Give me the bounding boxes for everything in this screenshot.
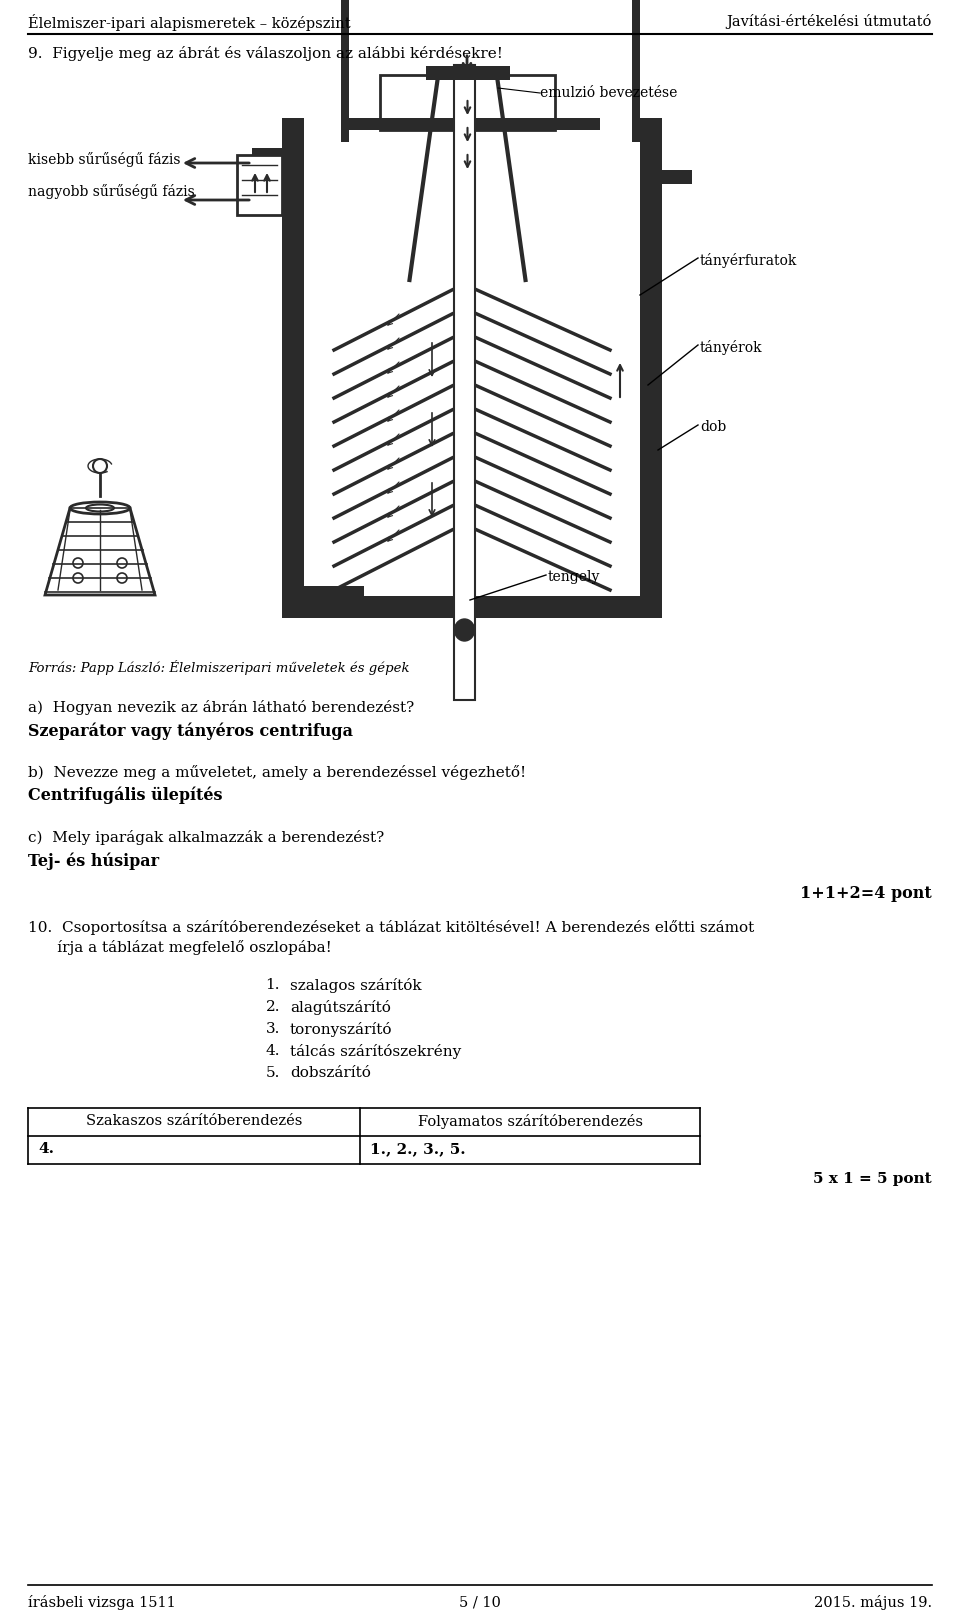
Text: kisebb sűrűségű fázis: kisebb sűrűségű fázis	[28, 152, 180, 167]
Bar	[282, 595, 662, 618]
Text: nagyobb sűrűségű fázis: nagyobb sűrűségű fázis	[28, 183, 195, 200]
Text: írásbeli vizsga 1511: írásbeli vizsga 1511	[28, 1594, 176, 1611]
Text: szalagos szárítók: szalagos szárítók	[290, 978, 421, 993]
Bar	[237, 156, 282, 216]
Text: 1+1+2=4 pont: 1+1+2=4 pont	[801, 886, 932, 902]
Text: 2015. május 19.: 2015. május 19.	[814, 1594, 932, 1611]
Text: 2.: 2.	[266, 1001, 280, 1014]
Text: 10.  Csoportosítsa a szárítóberendezéseket a táblázat kitöltésével! A berendezés: 10. Csoportosítsa a szárítóberendezéseke…	[28, 920, 755, 934]
Text: a)  Hogyan nevezik az ábrán látható berendezést?: a) Hogyan nevezik az ábrán látható beren…	[28, 701, 415, 715]
Text: 9.  Figyelje meg az ábrát és válaszoljon az alábbi kérdésekre!: 9. Figyelje meg az ábrát és válaszoljon …	[28, 45, 503, 62]
Bar	[640, 130, 662, 618]
Text: Folyamatos szárítóberendezés: Folyamatos szárítóberendezés	[418, 1114, 642, 1129]
Circle shape	[73, 558, 83, 568]
Text: 5.: 5.	[266, 1066, 280, 1080]
Text: c)  Mely iparágak alkalmazzák a berendezést?: c) Mely iparágak alkalmazzák a berendezé…	[28, 830, 384, 845]
Text: Centrifugális ülepítés: Centrifugális ülepítés	[28, 787, 223, 805]
Polygon shape	[45, 508, 155, 595]
Text: emulzió bevezetése: emulzió bevezetése	[540, 86, 678, 101]
Text: 1., 2., 3., 5.: 1., 2., 3., 5.	[370, 1142, 466, 1156]
Bar	[425, 67, 510, 79]
Text: tengely: tengely	[548, 569, 600, 584]
Text: írja a táblázat megfelelő oszlopába!: írja a táblázat megfelelő oszlopába!	[28, 941, 332, 955]
Bar	[304, 0, 341, 143]
Bar	[662, 170, 692, 183]
Circle shape	[73, 573, 83, 582]
Text: dob: dob	[700, 420, 727, 435]
Text: Forrás: Papp László: Élelmiszeripari műveletek és gépek: Forrás: Papp László: Élelmiszeripari műv…	[28, 660, 410, 675]
Text: alagútszárító: alagútszárító	[290, 1001, 391, 1015]
Bar	[304, 0, 349, 143]
Text: toronyszárító: toronyszárító	[290, 1022, 393, 1036]
Text: 4.: 4.	[266, 1045, 280, 1058]
Text: tányérfuratok: tányérfuratok	[700, 253, 798, 268]
Text: Javítási-értékelési útmutató: Javítási-értékelési útmutató	[727, 15, 932, 29]
Text: tálcás szárítószekrény: tálcás szárítószekrény	[290, 1045, 461, 1059]
Bar	[304, 577, 640, 595]
Bar	[600, 0, 640, 143]
Text: Tej- és húsipar: Tej- és húsipar	[28, 852, 159, 869]
Bar	[454, 65, 475, 701]
Ellipse shape	[70, 501, 130, 514]
Text: Szakaszos szárítóberendezés: Szakaszos szárítóberendezés	[85, 1114, 302, 1127]
Text: 5 / 10: 5 / 10	[459, 1594, 501, 1609]
Circle shape	[93, 459, 107, 474]
Bar	[304, 586, 364, 595]
Text: dobszárító: dobszárító	[290, 1066, 371, 1080]
Bar	[282, 118, 662, 130]
Bar	[380, 75, 555, 130]
Bar	[304, 603, 640, 615]
Text: 4.: 4.	[38, 1142, 54, 1156]
Circle shape	[117, 558, 127, 568]
Ellipse shape	[454, 620, 474, 641]
Text: b)  Nevezze meg a műveletet, amely a berendezéssel végezhető!: b) Nevezze meg a műveletet, amely a bere…	[28, 766, 526, 780]
Bar	[600, 0, 632, 143]
Text: 5 x 1 = 5 pont: 5 x 1 = 5 pont	[813, 1173, 932, 1186]
Text: 1.: 1.	[266, 978, 280, 993]
Bar	[252, 148, 284, 170]
Text: tányérok: tányérok	[700, 341, 762, 355]
Text: 3.: 3.	[266, 1022, 280, 1036]
Text: Élelmiszer-ipari alapismeretek – középszint: Élelmiszer-ipari alapismeretek – középsz…	[28, 15, 350, 31]
Circle shape	[117, 573, 127, 582]
Bar	[282, 130, 304, 618]
Ellipse shape	[86, 504, 114, 511]
Text: Szeparátor vagy tányéros centrifuga: Szeparátor vagy tányéros centrifuga	[28, 722, 353, 740]
Bar	[252, 161, 260, 175]
